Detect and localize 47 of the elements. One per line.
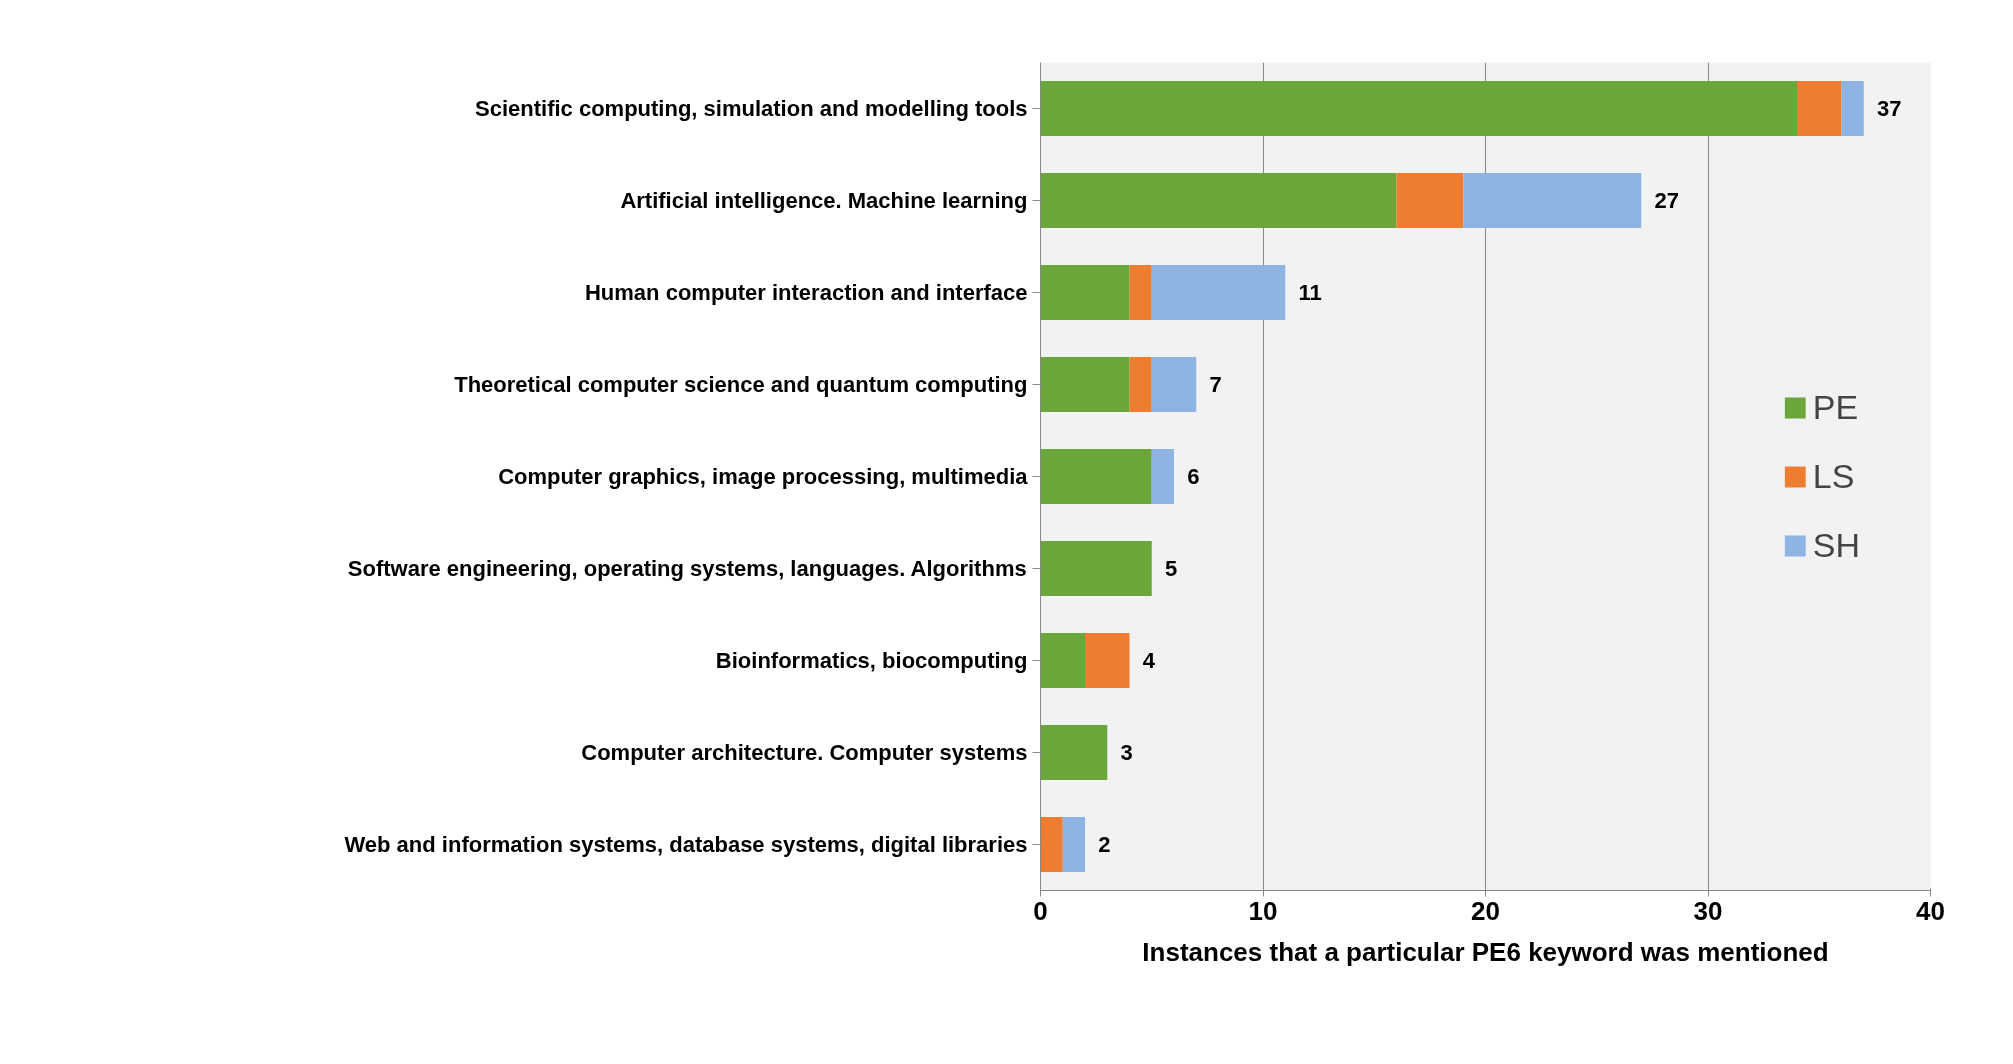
y-tick-label: Software engineering, operating systems, languages. Algorithms — [347, 556, 1027, 581]
bar — [1040, 172, 1397, 229]
bar — [1463, 172, 1642, 229]
total-label: 37 — [1877, 96, 1902, 121]
bar — [1151, 264, 1286, 321]
y-tick-label: Artificial intelligence. Machine learning — [620, 188, 1028, 213]
legend-label: SH — [1812, 525, 1860, 565]
bar — [1129, 356, 1152, 413]
bar — [1062, 816, 1085, 873]
y-tick-label: Bioinformatics, biocomputing — [715, 648, 1028, 673]
bar — [1040, 540, 1152, 597]
x-tick-label: 10 — [1248, 895, 1278, 926]
bar — [1040, 448, 1152, 505]
total-label: 5 — [1165, 556, 1178, 581]
bar — [1040, 356, 1130, 413]
legend-label: PE — [1812, 387, 1859, 427]
bar — [1040, 632, 1085, 689]
bar — [1040, 724, 1108, 781]
bar — [1151, 356, 1197, 413]
total-label: 27 — [1654, 188, 1680, 213]
x-tick-label: 20 — [1471, 895, 1500, 926]
x-axis-title: Instances that a particular PE6 keyword was mentioned — [1142, 936, 1829, 967]
y-tick-label: Computer architecture. Computer systems — [581, 740, 1028, 765]
total-label: 2 — [1098, 832, 1111, 857]
bar — [1151, 448, 1174, 505]
total-label: 11 — [1298, 280, 1322, 305]
bar — [1040, 80, 1797, 137]
y-tick-label: Human computer interaction and interface — [584, 280, 1028, 305]
y-tick-label: Computer graphics, image processing, multimedia — [498, 464, 1029, 489]
total-label: 7 — [1209, 372, 1222, 397]
total-label: 6 — [1187, 464, 1200, 489]
bar — [1040, 816, 1063, 873]
bar — [1085, 632, 1130, 689]
y-tick-label: Theoretical computer science and quantum computing — [454, 372, 1028, 397]
bar — [1396, 172, 1464, 229]
total-label: 3 — [1120, 740, 1133, 765]
total-label: 4 — [1142, 648, 1156, 673]
x-tick-label: 40 — [1916, 895, 1945, 926]
legend-label: LS — [1812, 456, 1855, 496]
bar — [1841, 80, 1864, 137]
x-tick-label: 0 — [1033, 895, 1048, 926]
bar — [1797, 80, 1842, 137]
x-tick-label: 30 — [1693, 895, 1723, 926]
y-tick-label: Web and information systems, database systems, digital libraries — [344, 832, 1028, 857]
bar — [1040, 264, 1130, 321]
bar — [1129, 264, 1152, 321]
y-tick-label: Scientific computing, simulation and modelling tools — [475, 96, 1028, 121]
